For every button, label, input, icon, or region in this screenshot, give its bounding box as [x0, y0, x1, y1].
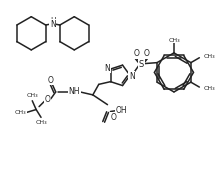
Text: NH: NH [68, 87, 80, 96]
Text: OH: OH [115, 106, 127, 115]
Text: N: N [129, 72, 135, 81]
Text: CH₃: CH₃ [26, 93, 38, 98]
Text: CH₃: CH₃ [203, 86, 215, 91]
Text: O: O [133, 49, 140, 58]
Text: CH₃: CH₃ [203, 54, 215, 59]
Text: CH₃: CH₃ [168, 38, 180, 43]
Text: N: N [105, 64, 110, 73]
Text: O: O [48, 76, 54, 85]
Text: O: O [110, 113, 116, 122]
Text: CH₃: CH₃ [15, 110, 26, 115]
Text: N: N [50, 20, 56, 29]
Text: H: H [50, 17, 56, 23]
Text: O: O [45, 95, 51, 104]
Text: S: S [139, 60, 144, 69]
Text: O: O [143, 49, 149, 58]
Text: CH₃: CH₃ [35, 120, 47, 125]
